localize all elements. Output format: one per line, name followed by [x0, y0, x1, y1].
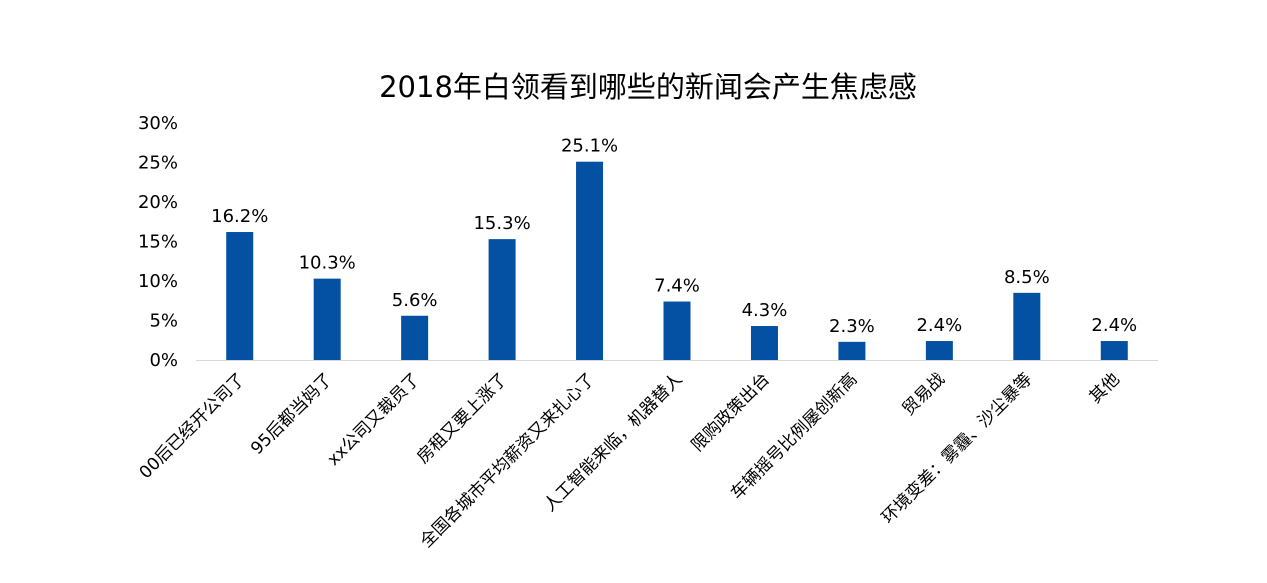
category-label: 全国各城市平均薪资又来扎心了	[417, 369, 599, 551]
y-tick-label: 0%	[149, 350, 178, 371]
data-label: 2.4%	[916, 315, 962, 336]
y-tick-label: 25%	[138, 153, 178, 174]
bar	[750, 326, 778, 360]
data-label: 8.5%	[1004, 267, 1050, 288]
data-label: 2.4%	[1091, 315, 1137, 336]
data-label: 5.6%	[392, 290, 438, 311]
bar	[1100, 341, 1128, 360]
bar	[488, 239, 516, 360]
data-label: 4.3%	[742, 300, 788, 321]
y-tick-label: 10%	[138, 271, 178, 292]
y-tick-label: 20%	[138, 192, 178, 213]
category-label: 限购政策出台	[688, 369, 774, 455]
data-labels: 16.2% 10.3% 5.6% 15.3% 25.1% 7.4% 4.3% 2.3% 2.4%…	[211, 136, 1137, 337]
category-label: 00后已经开公司了	[136, 369, 250, 483]
bar	[838, 341, 866, 360]
bar	[925, 341, 953, 360]
y-tick-label: 30%	[138, 113, 178, 134]
category-label: 贸易战	[899, 369, 949, 419]
bars	[226, 161, 1128, 360]
category-label: 房租又要上涨了	[413, 369, 511, 467]
chart-title: 2018年白领看到哪些的新闻会产生焦虑感	[379, 70, 917, 104]
bar	[663, 301, 691, 360]
bar	[226, 232, 254, 360]
data-label: 16.2%	[211, 206, 268, 227]
category-label: xx公司又裁员了	[324, 369, 424, 469]
y-tick-label: 15%	[138, 232, 178, 253]
category-label: 其他	[1086, 369, 1124, 407]
category-labels: 00后已经开公司了95后都当妈了xx公司又裁员了房租又要上涨了全国各城市平均薪资…	[136, 369, 1124, 551]
data-label: 10.3%	[299, 253, 356, 274]
y-axis: 0% 5% 10% 15% 20% 25% 30%	[138, 113, 178, 371]
data-label: 25.1%	[561, 136, 618, 157]
data-label: 15.3%	[473, 213, 530, 234]
bar	[313, 278, 341, 360]
data-label: 7.4%	[654, 276, 700, 297]
data-label: 2.3%	[829, 316, 875, 337]
category-label: 95后都当妈了	[247, 369, 337, 459]
bar	[576, 161, 604, 360]
bar	[401, 315, 429, 360]
bar	[1013, 292, 1041, 360]
y-tick-label: 5%	[149, 311, 178, 332]
category-label: 环境变差：雾霾、沙尘暴等	[878, 369, 1036, 527]
